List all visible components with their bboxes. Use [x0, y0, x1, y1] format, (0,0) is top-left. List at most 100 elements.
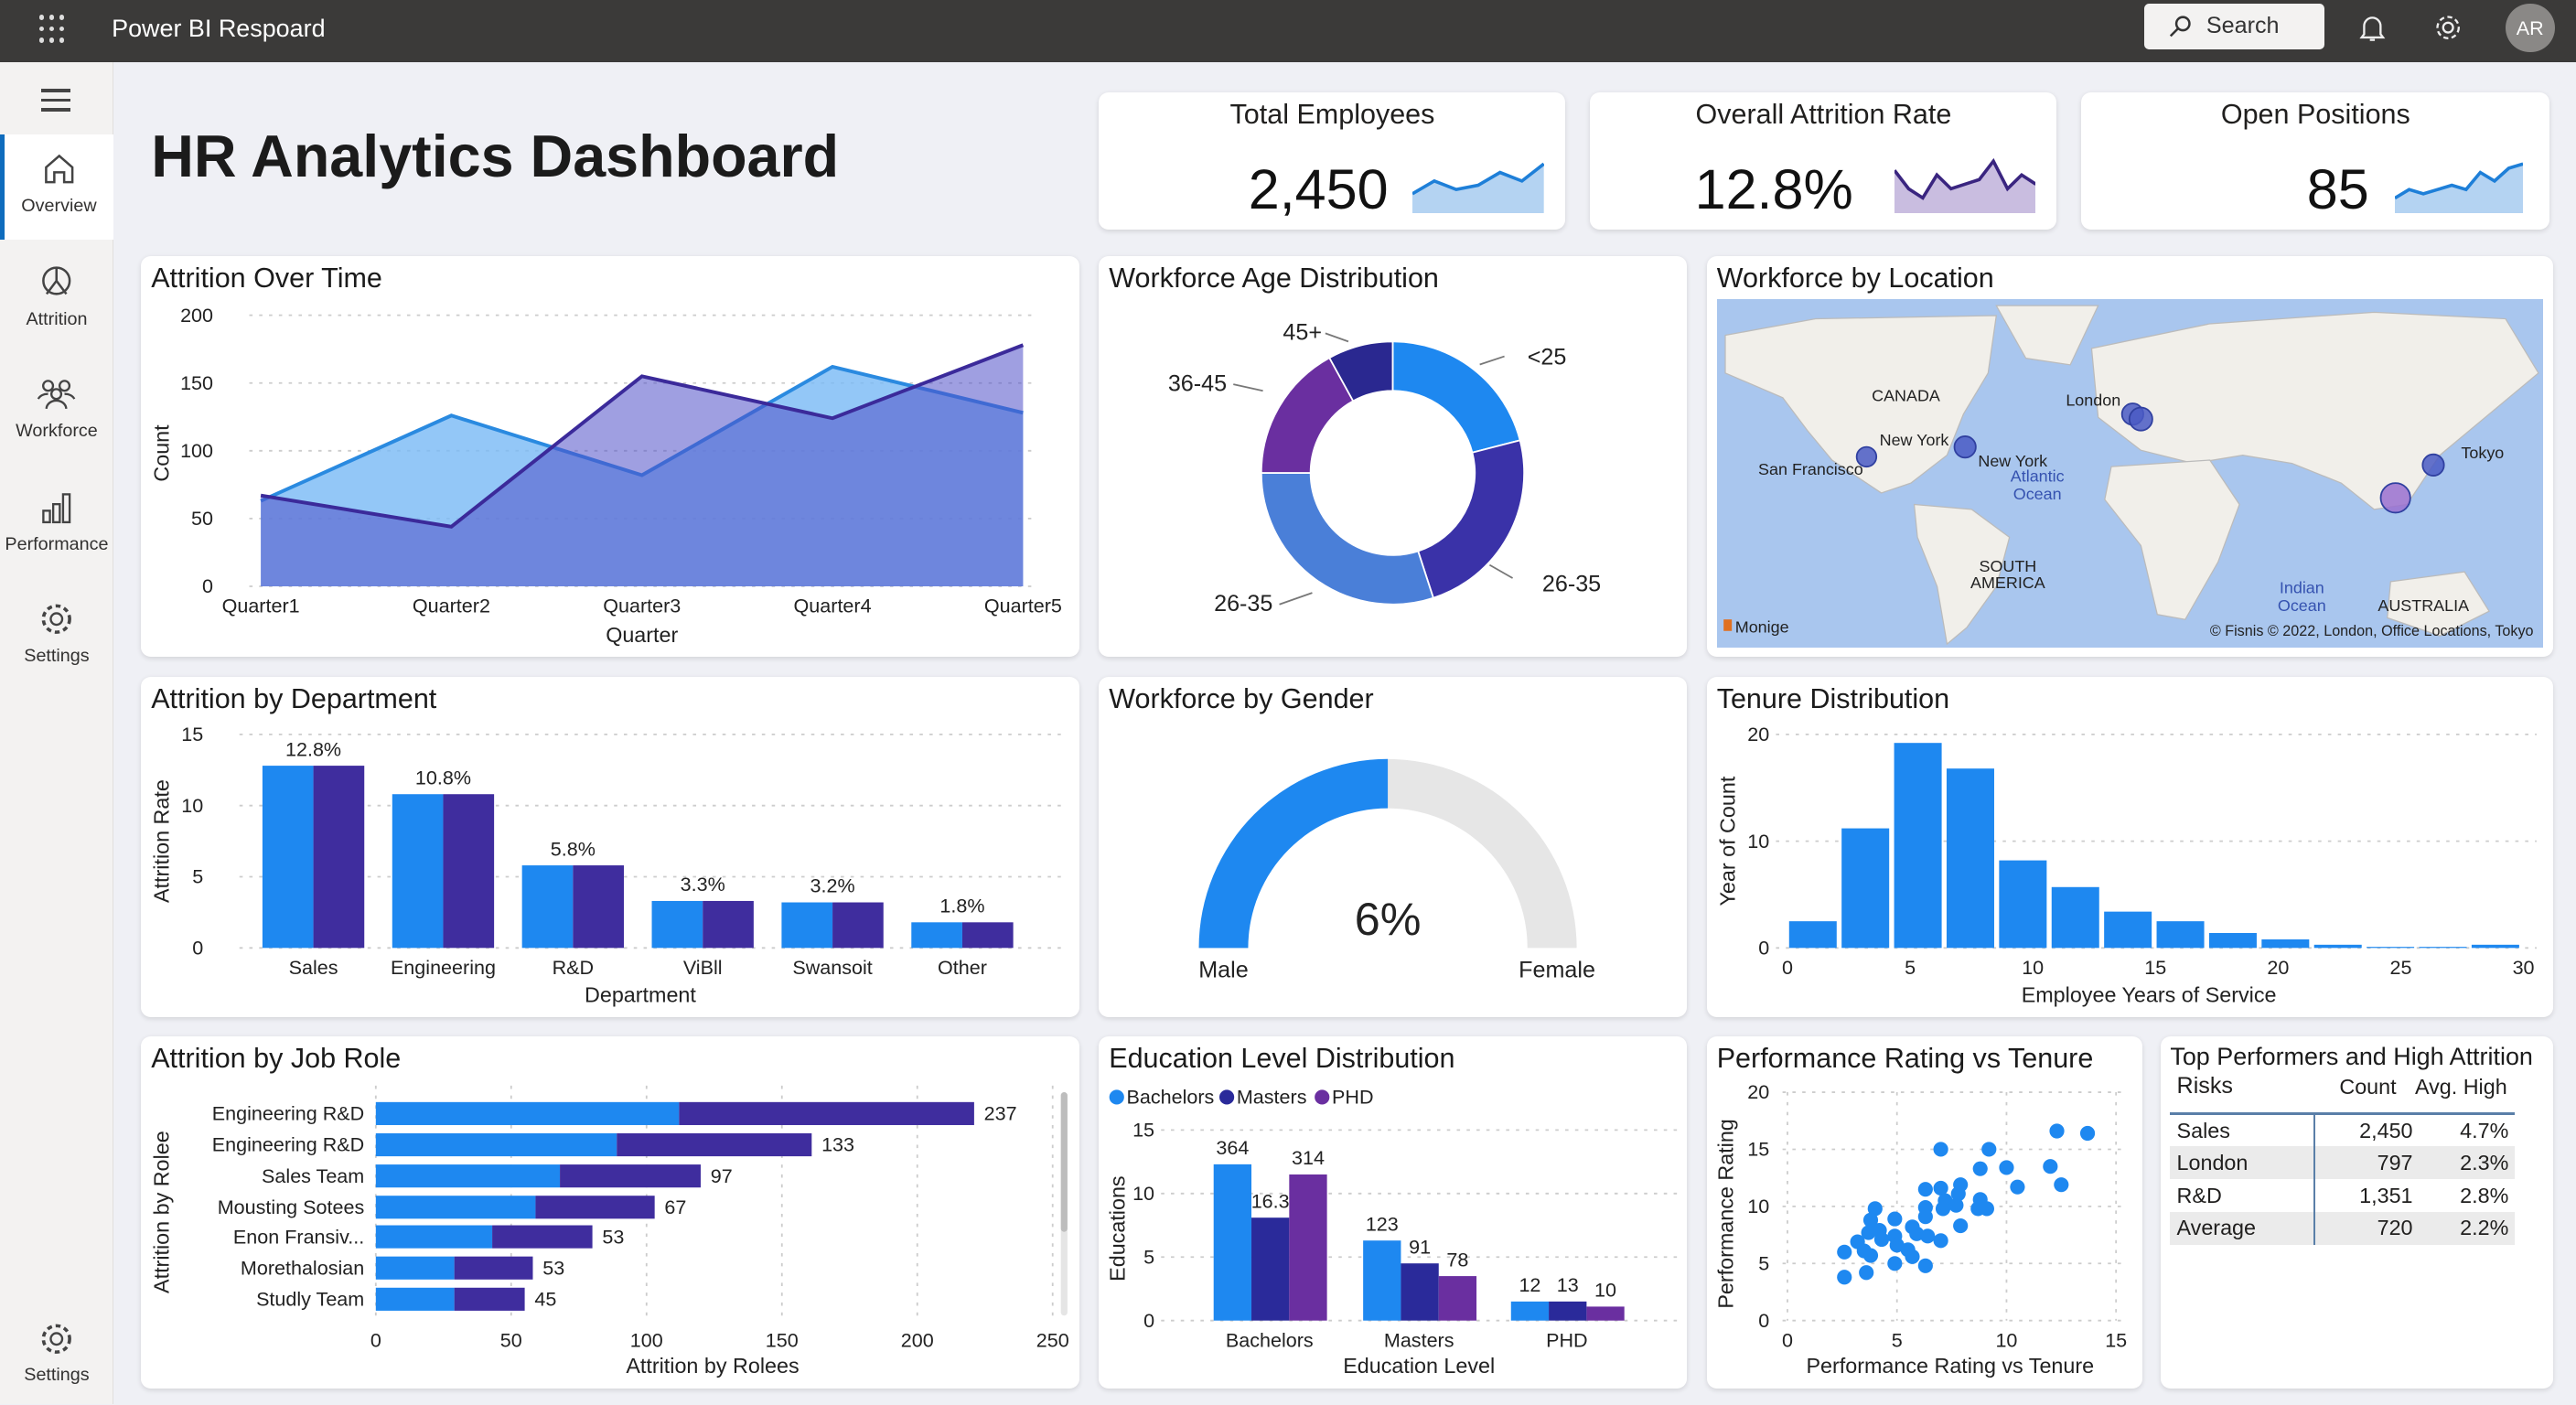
map-label: AMERICA: [1970, 574, 2045, 592]
sparkline-area: [1894, 160, 2036, 214]
histogram-bar: [2051, 886, 2099, 949]
cell-count: 2,450: [2314, 1111, 2420, 1147]
card-top-performers[interactable]: Top Performers and High Attrition Risks …: [2160, 1036, 2553, 1389]
data-label: 13: [1557, 1273, 1579, 1296]
location-marker[interactable]: [1953, 434, 1977, 459]
bar: [781, 902, 833, 949]
map-label: New York: [1978, 452, 2047, 470]
y-tick-label: Mousting Sotees: [218, 1196, 365, 1218]
bar: [1549, 1302, 1587, 1321]
location-map[interactable]: CANADA New York New York San Francisco Londo…: [1716, 298, 2544, 648]
scatter-point: [1917, 1209, 1933, 1225]
scatter-point: [1859, 1265, 1874, 1281]
card-title: Tenure Distribution: [1716, 683, 1950, 715]
gauge-chart: 6% Male Female: [1199, 758, 1595, 983]
card-job-role[interactable]: 0 50 100 150 200 250 Engineering R&D 237 Enginee…: [141, 1036, 1079, 1389]
data-label: 10: [1595, 1279, 1617, 1302]
scatter-point: [1862, 1248, 1879, 1263]
grouped-bar-chart: 0 5 10 15 Bachelors 364 123 12 Masters 16.3 91 13 PH…: [1106, 1086, 1682, 1378]
data-label: 16.3: [1251, 1190, 1290, 1213]
location-marker[interactable]: [2379, 482, 2411, 514]
x-tick-label: Quarter1: [222, 595, 300, 617]
sidebar-footer-settings[interactable]: Settings: [0, 1304, 113, 1405]
card-attrition-over-time[interactable]: 0 50 100 150 200 Quarter1 Quarter2 Quarter3 Quar…: [141, 256, 1079, 658]
bar-segment: [376, 1225, 493, 1249]
card-age-distribution[interactable]: <25 26-35 26-35 36-45 45+ Workforce Age Dist…: [1099, 256, 1688, 658]
legend-label: Bachelors: [1127, 1086, 1215, 1109]
card-title: Workforce by Gender: [1109, 683, 1374, 715]
data-label: 53: [543, 1257, 565, 1280]
search-button[interactable]: Search: [2143, 3, 2325, 49]
x-tick-label: 100: [630, 1329, 663, 1352]
location-marker[interactable]: [1855, 445, 1877, 467]
scatter-point: [2010, 1179, 2025, 1195]
y-tick-label: 15: [182, 723, 204, 745]
y-tick-label: 5: [1144, 1246, 1155, 1269]
slice-label: <25: [1528, 345, 1567, 370]
attrition-icon: [42, 266, 71, 295]
donut-slice: [1417, 439, 1526, 599]
sidebar-item-overview[interactable]: Overview: [0, 134, 113, 241]
table-row[interactable]: London 797 2.3%: [2170, 1146, 2516, 1180]
location-marker[interactable]: [2128, 406, 2153, 432]
sidebar-item-workforce[interactable]: Workforce: [0, 359, 113, 465]
bar: [1251, 1217, 1290, 1321]
sidebar-item-attrition[interactable]: Attrition: [0, 248, 113, 353]
app-launcher-icon[interactable]: [39, 15, 69, 44]
x-tick-label: 150: [766, 1329, 799, 1352]
sidebar-item-label: Overview: [21, 195, 97, 216]
y-tick-label: 0: [1758, 936, 1769, 959]
scatter-point: [1917, 1182, 1933, 1197]
card-gender[interactable]: 6% Male Female Workforce by Gender: [1099, 676, 1688, 1017]
table-header-risks[interactable]: Risks: [2176, 1072, 2233, 1099]
bar: [1511, 1302, 1550, 1321]
sidebar-item-settings[interactable]: Settings: [0, 585, 113, 690]
leader-line: [1479, 355, 1506, 366]
scrollbar-thumb[interactable]: [1061, 1092, 1068, 1232]
bell-icon[interactable]: [2359, 13, 2386, 42]
location-marker[interactable]: [2421, 453, 2445, 477]
kpi-sparkline: [1412, 163, 1545, 214]
legend-swatch: [1315, 1089, 1330, 1105]
table-row[interactable]: Average 720 2.2%: [2170, 1212, 2516, 1245]
bar: [1363, 1240, 1401, 1321]
x-tick-label: 0: [1782, 956, 1793, 979]
scatter-point: [1953, 1218, 1969, 1234]
y-tick-label: Engineering R&D: [212, 1102, 364, 1125]
kpi-attrition-rate[interactable]: Overall Attrition Rate 12.8%: [1590, 91, 2057, 231]
legend-label: Masters: [1237, 1086, 1307, 1109]
hamburger-menu-icon[interactable]: [40, 88, 71, 118]
slice-label: 45+: [1283, 320, 1323, 346]
card-education[interactable]: 0 5 10 15 Bachelors 364 123 12 Masters 16.3 91 13 PH…: [1099, 1036, 1688, 1389]
card-workforce-location[interactable]: Workforce by Location CANADA New York New …: [1706, 256, 2553, 658]
card-tenure[interactable]: 0 10 20 0 5 10 15 20 25 30 Employee Years of Servi…: [1706, 676, 2553, 1017]
bar-segment: [617, 1133, 812, 1157]
scatter-point: [1873, 1232, 1889, 1248]
x-axis-label: Education Level: [1344, 1354, 1496, 1378]
table-row[interactable]: Sales 2,450 4.7%: [2170, 1111, 2516, 1147]
sidebar-item-performance[interactable]: Performance: [0, 473, 113, 578]
slice-label: 26-35: [1542, 572, 1601, 597]
cell-avg-high: 2.8%: [2460, 1183, 2509, 1207]
gear-icon[interactable]: [2433, 13, 2463, 42]
map-label: SOUTH: [1979, 557, 2036, 575]
bar: [1439, 1276, 1477, 1321]
donut-chart: <25 26-35 26-35 36-45 45+: [1168, 320, 1601, 617]
legend-swatch: [1110, 1089, 1125, 1105]
y-axis-label: Performance Rating: [1714, 1119, 1738, 1308]
avatar[interactable]: AR: [2505, 3, 2555, 53]
histogram-bar: [2313, 944, 2362, 949]
card-attrition-department[interactable]: 0 5 10 15 12.8% Sales 10.8% Engineering 5.8% R&D 3…: [141, 676, 1079, 1017]
home-icon: [44, 154, 74, 184]
map-attribution: © Fisnis © 2022, London, Office Location…: [2210, 623, 2534, 639]
kpi-label: Overall Attrition Rate: [1695, 98, 1952, 130]
kpi-total-employees[interactable]: Total Employees 2,450: [1099, 91, 1566, 231]
table-row[interactable]: R&D 1,351 2.8%: [2170, 1179, 2515, 1213]
card-performance-scatter[interactable]: 0 5 10 15 20 0 5 10 15 Performance Rating vs Tenu…: [1706, 1036, 2142, 1389]
table-header-count[interactable]: Count: [2339, 1074, 2397, 1099]
table-header-avg-high[interactable]: Avg. High: [2414, 1074, 2507, 1099]
kpi-open-positions[interactable]: Open Positions 85: [2081, 91, 2550, 231]
bar-segment: [560, 1164, 702, 1188]
sidebar-item-label: Attrition: [26, 308, 88, 329]
page-title: HR Analytics Dashboard: [151, 122, 840, 189]
